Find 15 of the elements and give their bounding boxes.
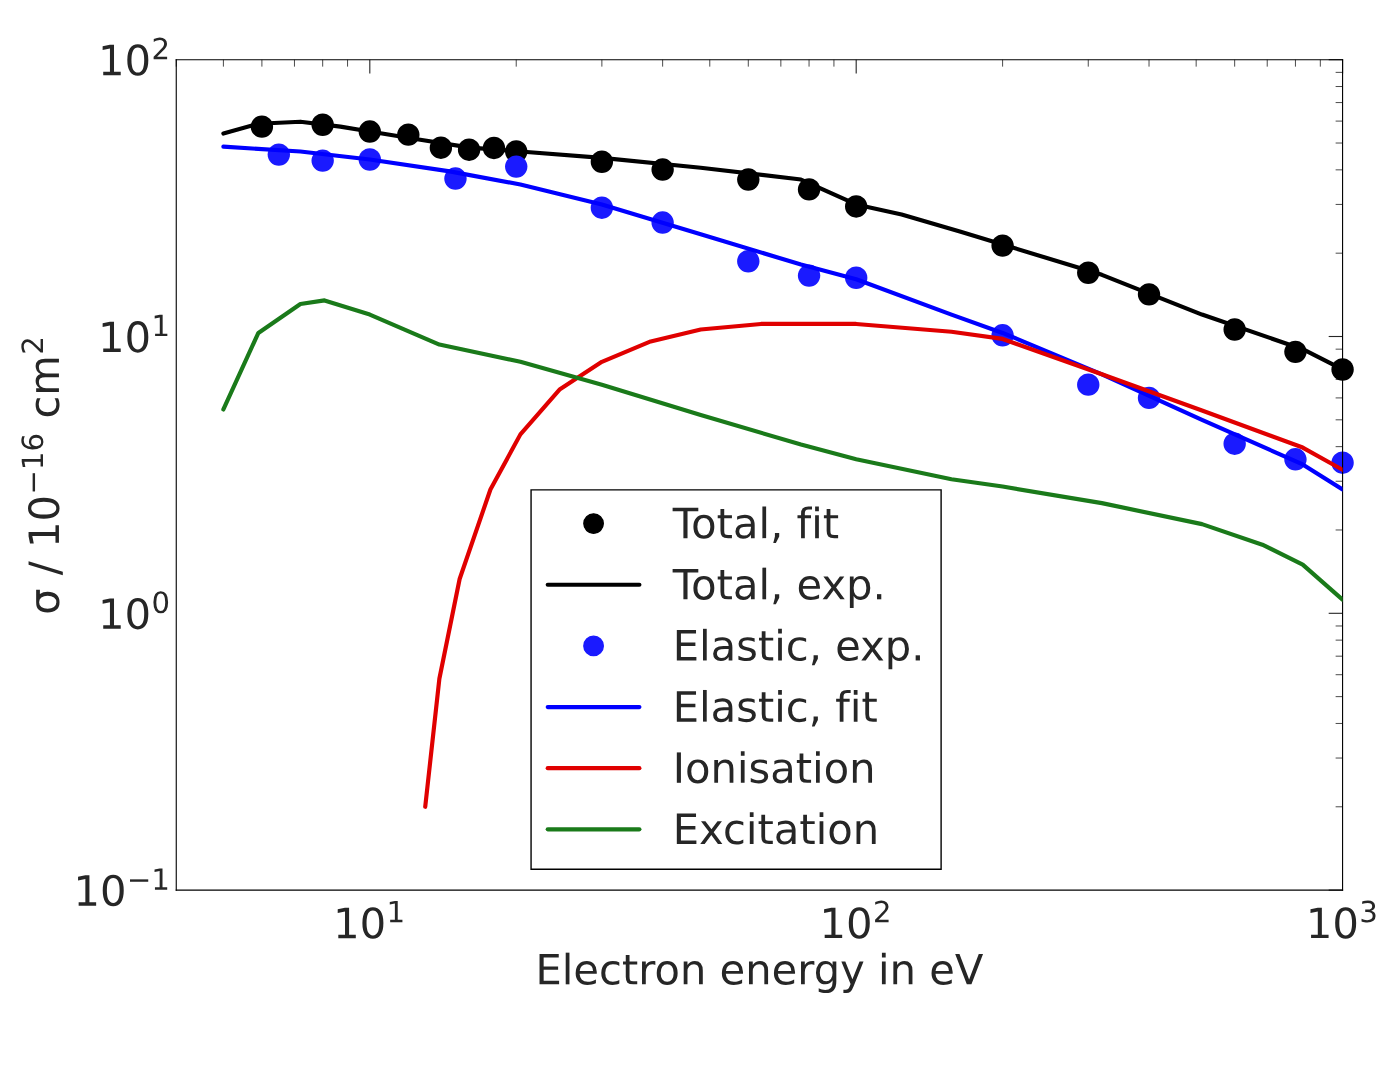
y-tick-label: 10$^{−1}$ xyxy=(78,868,168,907)
legend-label: Ionisation xyxy=(676,751,873,784)
y-axis-title: σ / 10$^{−16}$ cm$^{2}$ xyxy=(21,339,63,613)
x-axis-title: Electron energy in eV xyxy=(539,952,984,993)
legend-label: Total, fit xyxy=(672,506,839,543)
y-tick-label: 10$^{1}$ xyxy=(102,314,168,353)
legend-label: Elastic, exp. xyxy=(676,628,920,670)
x-tick-label: 10$^{3}$ xyxy=(1310,900,1376,939)
legend-label: Elastic, fit xyxy=(676,689,877,727)
legend-label: Excitation xyxy=(676,812,876,845)
legend-label: Total, exp. xyxy=(672,567,882,608)
y-tick-label: 10$^{2}$ xyxy=(102,37,168,76)
x-tick-label: 10$^{2}$ xyxy=(824,900,889,939)
y-tick-label: 10$^{0}$ xyxy=(102,591,169,630)
x-tick-label: 10$^{1}$ xyxy=(337,900,403,939)
